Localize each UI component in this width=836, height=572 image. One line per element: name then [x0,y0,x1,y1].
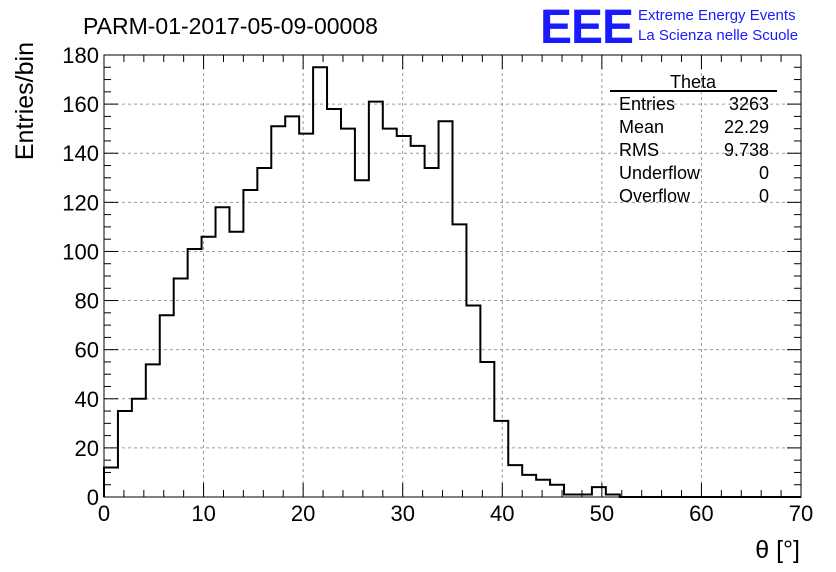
stats-label: Entries [619,94,675,114]
histogram-outline [103,66,801,498]
histogram-bin [536,480,550,497]
stats-value: 9.738 [724,140,769,160]
histogram-bin [243,190,257,497]
stats-value: 0 [759,163,769,183]
y-tick-label: 0 [87,485,99,510]
stats-label: Underflow [619,163,701,183]
eee-logo: EEE [540,1,633,54]
histogram-bin [411,146,425,497]
x-tick-label: 30 [390,501,414,526]
stats-name: Theta [670,72,717,92]
y-axis-title: Entries/bin [11,42,39,160]
x-tick-label: 20 [291,501,315,526]
histogram-bin [188,249,202,497]
histogram-bin [439,121,453,497]
stats-value: 3263 [729,94,769,114]
y-tick-label: 100 [62,239,99,264]
histogram-bin [285,116,299,497]
y-tick-label: 120 [62,190,99,215]
plot-frame [103,54,802,498]
x-tick-labels: 0 10 20 30 40 50 60 70 [98,501,813,526]
y-tick-label: 140 [62,141,99,166]
histogram-bin [453,224,467,497]
histogram-bin [132,399,146,497]
y-tick-label: 160 [62,92,99,117]
y-tick-labels: 0 20 40 60 80 100 120 140 160 180 [62,43,99,510]
y-tick-label: 80 [75,289,99,314]
y-tick-label: 180 [62,43,99,68]
histogram-bin [160,315,174,497]
logo-subtitle-2: La Scienza nelle Scuole [638,27,798,44]
x-tick-label: 10 [191,501,215,526]
stats-value: 0 [759,186,769,206]
histogram-bin [466,305,480,497]
stats-label: RMS [619,140,659,160]
y-tick-label: 40 [75,387,99,412]
histogram-bin [327,109,341,497]
histogram-bin [299,134,313,497]
x-tick-label: 0 [98,501,110,526]
histogram-bin [118,411,132,497]
x-axis-title: θ [°] [755,536,800,564]
histogram-bin [397,136,411,497]
histogram-bin [271,126,285,497]
histogram-bin [146,364,160,497]
histogram-bin [592,487,606,497]
histogram-bin [522,475,536,497]
x-tick-label: 70 [789,501,813,526]
histogram-bin [508,465,522,497]
histogram-bin [257,168,271,497]
chart-title: PARM-01-2017-05-09-00008 [83,13,378,39]
histogram-bin [355,180,369,497]
stats-box: Theta Entries 3263 Mean 22.29 RMS 9.738 … [610,72,777,206]
histogram-series [103,66,801,498]
histogram-bin [383,129,397,497]
x-tick-label: 60 [689,501,713,526]
histogram-bin [341,129,355,497]
histogram-bin [480,362,494,497]
logo-subtitle-1: Extreme Energy Events [638,7,796,24]
stats-value: 22.29 [724,117,769,137]
axis-ticks [103,54,802,498]
stats-label: Mean [619,117,664,137]
histogram-bin [369,102,383,497]
histogram-bin [313,67,327,497]
histogram-bin [174,278,188,497]
y-tick-label: 20 [75,436,99,461]
y-tick-label: 60 [75,338,99,363]
histogram-bin [494,421,508,497]
stats-label: Overflow [619,186,691,206]
histogram-bin [216,207,230,497]
x-tick-label: 40 [490,501,514,526]
x-tick-label: 50 [590,501,614,526]
histogram-bin [229,232,243,497]
